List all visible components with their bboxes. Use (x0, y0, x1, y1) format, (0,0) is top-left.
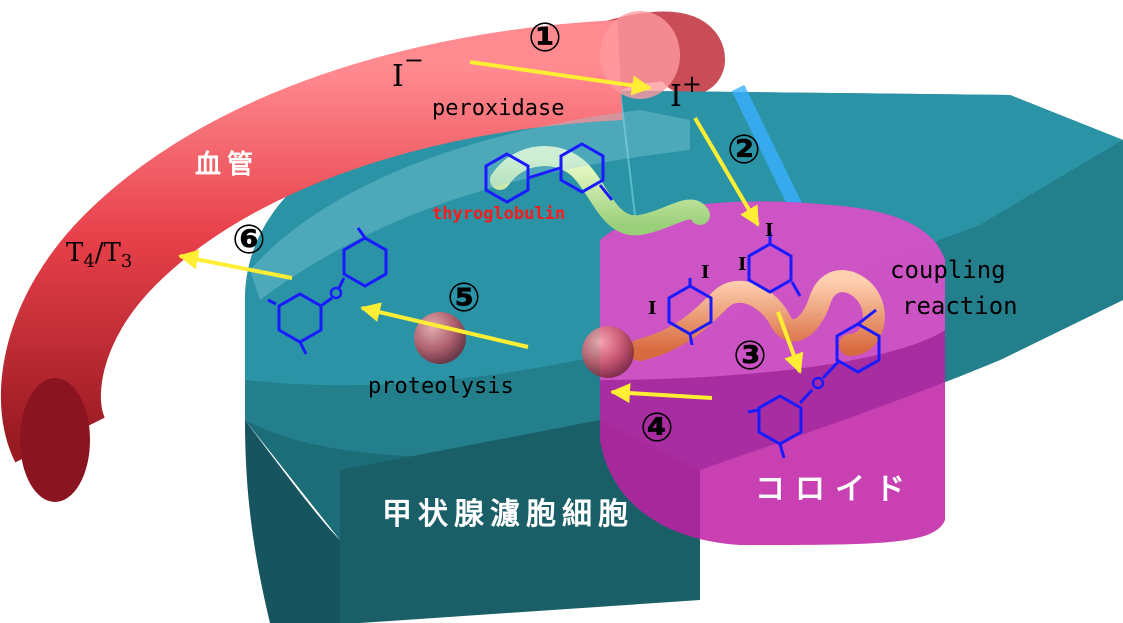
iodine-atom-3: I (701, 262, 710, 283)
arrow-step-5 (360, 302, 529, 349)
vessel-opening (600, 11, 680, 99)
step-1-marker: ① (528, 15, 562, 61)
t3-symbol: /T (94, 238, 121, 268)
cell-label: 甲状腺濾胞細胞 (382, 497, 634, 532)
vessel-label: 血管 (195, 150, 260, 180)
t4-t3-label: T4/T3 (66, 240, 132, 271)
arrow-step-3 (776, 311, 804, 374)
iodine-atom-4: I (648, 298, 657, 319)
step-6-marker: ⑥ (232, 217, 266, 263)
arrow-step-6 (178, 249, 293, 280)
iodine-atom-2: I (738, 254, 747, 275)
iodine-plus-label: I+ (670, 72, 702, 114)
thyroglobulin-ribbon (490, 146, 710, 236)
step-2-marker: ② (727, 127, 761, 173)
colloid-label: コロイド (755, 472, 915, 507)
arrow-step-1 (469, 60, 652, 96)
t4-symbol: T (66, 238, 84, 268)
coupling-label: coupling (890, 256, 1006, 284)
step-3-marker: ③ (733, 333, 767, 379)
benzene-rings (267, 142, 881, 459)
vessel-overlap (250, 110, 690, 300)
step-4-marker: ④ (640, 405, 674, 451)
reaction-label: reaction (902, 292, 1018, 320)
iodine-plus-symbol: I (670, 79, 682, 114)
reaction-arrows (178, 60, 804, 404)
vessel-cross-section (20, 378, 90, 502)
proteolysis-label: proteolysis (368, 374, 514, 399)
vesicle-2 (582, 326, 634, 378)
peroxidase-label: peroxidase (432, 96, 565, 121)
arrow-step-4 (610, 383, 713, 404)
blood-vessel (0, 20, 623, 463)
t4-subscript: 4 (83, 251, 95, 273)
iodine-plus-charge: + (681, 70, 702, 98)
iodide-label: I− (392, 48, 424, 94)
iodine-atom-1: I (765, 220, 774, 241)
t3-subscript: 3 (120, 251, 133, 273)
step-5-marker: ⑤ (447, 275, 481, 321)
thyroglobulin-label: thyroglobulin (432, 204, 566, 224)
iodide-symbol: I (392, 59, 404, 94)
iodide-charge: − (403, 46, 424, 74)
arrow-step-2 (693, 116, 760, 227)
